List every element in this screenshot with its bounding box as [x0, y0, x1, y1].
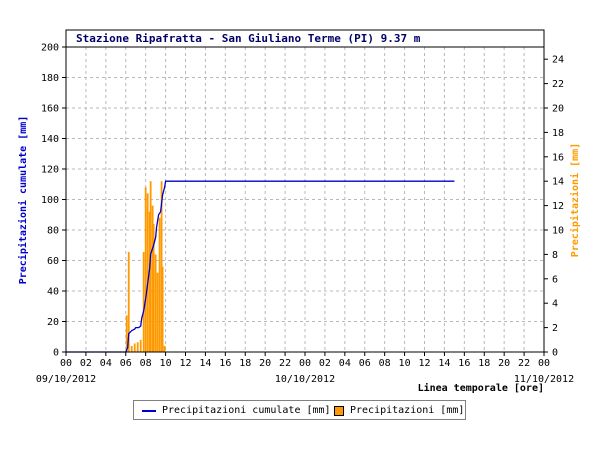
x-tick-label: 20 — [259, 358, 271, 369]
grid-lines — [66, 47, 544, 352]
x-tick-label: 02 — [319, 358, 331, 369]
cumulative-line — [66, 180, 455, 353]
right-tick-label: 4 — [552, 299, 558, 310]
right-tick-label: 24 — [552, 55, 564, 66]
x-tick-label: 00 — [60, 358, 72, 369]
precip-bar — [148, 211, 151, 352]
x-tick-label: 16 — [458, 358, 470, 369]
date-label: 11/10/2012 — [514, 374, 574, 385]
precip-bar — [151, 205, 154, 352]
left-tick-label: 200 — [41, 43, 59, 54]
x-tick-label: 08 — [140, 358, 152, 369]
x-tick-label: 18 — [478, 358, 490, 369]
right-tick-label: 8 — [552, 250, 558, 261]
right-tick-label: 20 — [552, 104, 564, 115]
precip-bar — [133, 343, 136, 352]
precip-bar — [125, 315, 128, 352]
precipitation-bars — [125, 181, 166, 352]
precip-bar — [139, 339, 142, 352]
right-tick-label: 16 — [552, 152, 564, 163]
precip-bar — [163, 345, 166, 352]
precip-bar — [154, 254, 157, 352]
left-tick-label: 120 — [41, 165, 59, 176]
x-tick-label: 22 — [518, 358, 530, 369]
x-axis-ticks: 00 02 04 06 08 10 12 14 16 18 20 22 00 02 04 06 08 10 12 14… — [60, 352, 550, 369]
legend-bar-swatch — [334, 405, 344, 416]
x-tick-label: 04 — [100, 358, 112, 369]
x-tick-label: 14 — [199, 358, 211, 369]
left-tick-label: 100 — [41, 195, 59, 206]
precip-bar — [136, 342, 139, 352]
legend-label-cumulative: Precipitazioni cumulate [mm] — [162, 405, 331, 416]
x-axis-label: Linea temporale [ore] — [418, 382, 544, 394]
x-tick-label: 12 — [179, 358, 191, 369]
left-tick-label: 0 — [53, 348, 59, 359]
right-tick-label: 6 — [552, 274, 558, 285]
date-label: 10/10/2012 — [275, 374, 335, 385]
date-labels: 09/10/2012 10/10/2012 11/10/2012 — [36, 374, 574, 385]
x-tick-label: 12 — [418, 358, 430, 369]
legend: Precipitazioni cumulate [mm] Precipitazi… — [133, 400, 466, 420]
precip-bar — [156, 272, 159, 352]
x-tick-label: 10 — [160, 358, 172, 369]
right-tick-label: 0 — [552, 348, 558, 359]
left-tick-label: 160 — [41, 104, 59, 115]
title-box — [65, 29, 545, 48]
legend-item-cumulative: Precipitazioni cumulate [mm] — [142, 405, 331, 416]
x-tick-label: 06 — [359, 358, 371, 369]
x-tick-label: 18 — [239, 358, 251, 369]
precip-bar — [144, 187, 147, 352]
x-tick-label: 16 — [219, 358, 231, 369]
chart-title: Stazione Ripafratta - San Giuliano Terme… — [76, 32, 421, 45]
legend-item-precip: Precipitazioni [mm] — [334, 405, 464, 416]
precip-bar — [161, 266, 164, 352]
precip-bar — [127, 251, 130, 352]
precip-bar — [158, 217, 161, 352]
x-tick-label: 22 — [279, 358, 291, 369]
x-tick-label: 08 — [379, 358, 391, 369]
right-tick-label: 14 — [552, 177, 564, 188]
left-tick-label: 80 — [47, 226, 59, 237]
x-tick-label: 06 — [120, 358, 132, 369]
precip-bar — [160, 181, 163, 352]
x-tick-label: 10 — [399, 358, 411, 369]
precip-bar — [130, 345, 133, 352]
x-tick-label: 00 — [538, 358, 550, 369]
right-tick-label: 10 — [552, 226, 564, 237]
left-axis-label: Precipitazioni cumulate [mm] — [17, 116, 29, 285]
precip-bar — [142, 251, 145, 352]
right-axis-label: Precipitazioni [mm] — [569, 143, 581, 257]
right-tick-label: 18 — [552, 128, 564, 139]
precip-bar — [152, 223, 155, 352]
x-tick-label: 14 — [438, 358, 450, 369]
x-tick-label: 20 — [498, 358, 510, 369]
left-tick-label: 20 — [47, 317, 59, 328]
legend-label-precip: Precipitazioni [mm] — [350, 405, 465, 416]
left-tick-label: 180 — [41, 73, 59, 84]
date-label: 09/10/2012 — [36, 374, 96, 385]
right-tick-label: 12 — [552, 201, 564, 212]
legend-line-swatch — [142, 409, 156, 412]
x-tick-label: 02 — [80, 358, 92, 369]
x-tick-label: 00 — [299, 358, 311, 369]
right-tick-label: 22 — [552, 79, 564, 90]
x-tick-label: 04 — [339, 358, 351, 369]
left-axis-ticks: 0 20 40 60 80 100 120 140 160 180 200 — [41, 43, 66, 359]
precip-bar — [146, 193, 149, 352]
right-tick-label: 2 — [552, 323, 558, 334]
left-tick-label: 40 — [47, 287, 59, 298]
left-tick-label: 140 — [41, 134, 59, 145]
precip-bar — [149, 181, 152, 352]
left-tick-label: 60 — [47, 256, 59, 267]
